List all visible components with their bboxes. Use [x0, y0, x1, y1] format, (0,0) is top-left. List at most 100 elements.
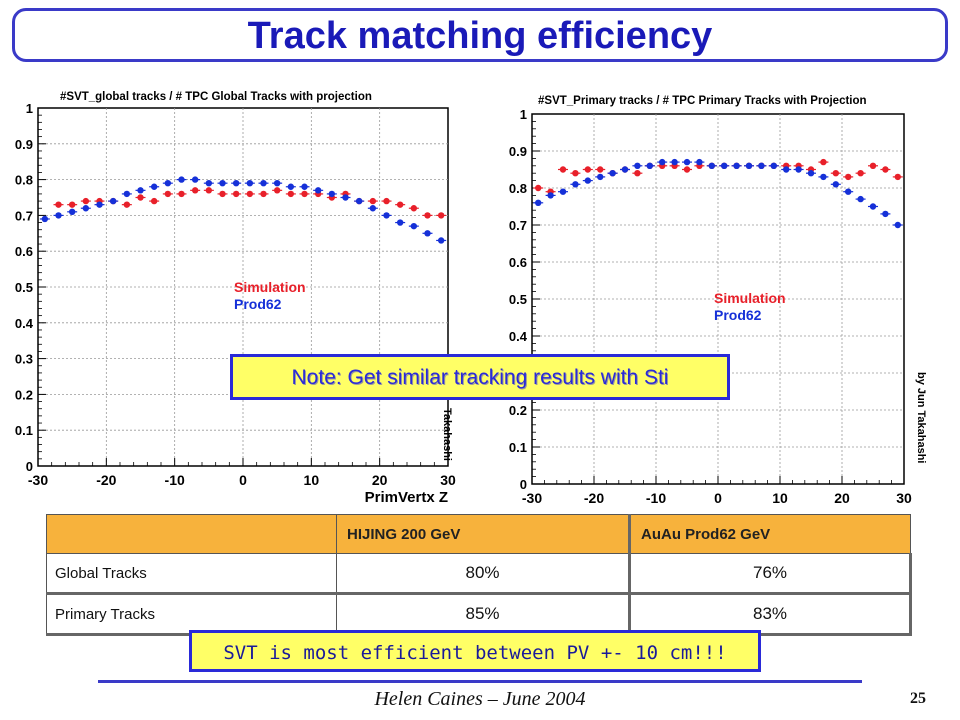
simulation-point [424, 212, 431, 219]
x-axis-label: PrimVertx Z [365, 489, 448, 506]
y-tick-label: 0.2 [509, 403, 527, 418]
prod62-point [205, 179, 213, 187]
y-tick-label: 1 [26, 101, 33, 116]
y-tick-label: 0.4 [509, 329, 528, 344]
global-tracks-chart: 0 0.1 0.2 0.3 0.4 0.5 0.6 0.7 0.8 0.9 1 -30 -20 -10 0 1… [15, 91, 456, 506]
prod62-point [659, 158, 666, 166]
prod62-point [68, 208, 76, 216]
y-tick-label: 0.6 [15, 244, 33, 259]
y-tick-label: 0.6 [509, 255, 527, 270]
prod62-point [547, 192, 554, 199]
simulation-point [572, 170, 579, 177]
row-label-global: Global Tracks [46, 553, 337, 595]
x-tick-label: 20 [372, 472, 388, 488]
prod62-point [396, 219, 404, 226]
x-tick-label: -10 [646, 490, 666, 506]
prod62-point [869, 203, 877, 210]
prod62-point [437, 237, 445, 244]
footer-text: Helen Caines – June 2004 [374, 688, 586, 710]
x-tick-label: 20 [834, 490, 850, 506]
simulation-point [164, 190, 172, 198]
table-row: Global Tracks 80% 76% [46, 553, 912, 595]
y-tick-label: 0.8 [15, 173, 33, 188]
y-tick-label: 0.4 [15, 316, 34, 331]
table-header-empty [46, 514, 337, 554]
prod62-point [383, 212, 390, 219]
prod62-point [314, 187, 322, 194]
prod62-point [41, 215, 49, 223]
cell-primary-hijing: 85% [336, 593, 631, 636]
prod62-point [559, 188, 567, 195]
simulation-point [150, 197, 158, 205]
prod62-point [646, 162, 653, 169]
table-header-prod62: AuAu Prod62 GeV [629, 514, 911, 554]
prod62-point [219, 179, 226, 187]
y-tick-label: 0.8 [509, 181, 527, 196]
x-tick-label: -20 [96, 472, 116, 488]
y-tick-label: 0.7 [15, 208, 33, 223]
simulation-point [246, 190, 254, 198]
simulation-point [383, 197, 390, 205]
simulation-point [82, 197, 90, 205]
prod62-point [572, 181, 579, 188]
prod62-point [424, 230, 431, 237]
x-tick-label: 30 [896, 490, 912, 506]
x-tick-label: 0 [239, 472, 247, 488]
prod62-point [535, 199, 542, 206]
efficiency-table: HIJING 200 GeV AuAu Prod62 GeV Global Tr… [46, 514, 912, 636]
y-tick-label: 0 [26, 459, 33, 474]
prod62-point [178, 176, 185, 183]
row-label-primary: Primary Tracks [46, 593, 337, 636]
prod62-point [721, 162, 728, 169]
prod62-point [696, 158, 703, 166]
simulation-point [219, 190, 226, 198]
x-tick-label: 10 [304, 472, 320, 488]
x-tick-label: -10 [165, 472, 185, 488]
page-number: 25 [910, 690, 926, 707]
table-row: Primary Tracks 85% 83% [46, 593, 912, 636]
y-tick-label: 0.7 [509, 218, 527, 233]
prod62-point [795, 166, 802, 173]
cell-global-prod62: 76% [629, 553, 912, 595]
simulation-point [260, 190, 267, 198]
credit-label: by Jun Takahashi [915, 372, 927, 464]
prod62-point [287, 183, 295, 190]
simulation-point [410, 205, 418, 212]
prod62-point [232, 179, 240, 187]
simulation-point [845, 173, 852, 181]
simulation-point [205, 187, 213, 194]
y-tick-label: 0.3 [15, 352, 33, 367]
table-header-hijing: HIJING 200 GeV [336, 514, 631, 554]
x-tick-label: -30 [28, 472, 48, 488]
prod62-point [758, 162, 765, 169]
simulation-point [597, 166, 604, 173]
sti-note-text: Note: Get similar tracking results with … [291, 366, 669, 389]
prod62-point [301, 183, 308, 190]
simulation-point [191, 187, 199, 194]
cell-primary-prod62: 83% [629, 593, 912, 636]
prod62-point [597, 173, 604, 181]
title-box: Track matching efficiency [12, 8, 948, 62]
prod62-point [882, 210, 889, 218]
y-tick-label: 0.9 [509, 144, 527, 159]
prod62-point [584, 177, 591, 184]
table-header-row: HIJING 200 GeV AuAu Prod62 GeV [46, 514, 911, 554]
legend-prod62: Prod62 [714, 307, 762, 323]
prod62-point [137, 187, 144, 194]
prod62-point [832, 181, 839, 188]
prod62-point [745, 162, 753, 169]
simulation-point [820, 158, 827, 166]
simulation-point [634, 170, 641, 177]
prod62-point [609, 170, 616, 177]
simulation-point [369, 197, 377, 205]
prod62-point [342, 194, 349, 201]
prod62-point [273, 179, 281, 187]
legend-prod62: Prod62 [234, 296, 282, 312]
prod62-point [770, 162, 777, 169]
simulation-point [857, 170, 864, 177]
prod62-point [328, 190, 336, 198]
sti-note-box: Note: Get similar tracking results with … [230, 354, 730, 400]
prod62-point [807, 170, 815, 177]
chart-title: #SVT_Primary tracks / # TPC Primary Trac… [538, 95, 867, 107]
simulation-point [584, 166, 591, 173]
